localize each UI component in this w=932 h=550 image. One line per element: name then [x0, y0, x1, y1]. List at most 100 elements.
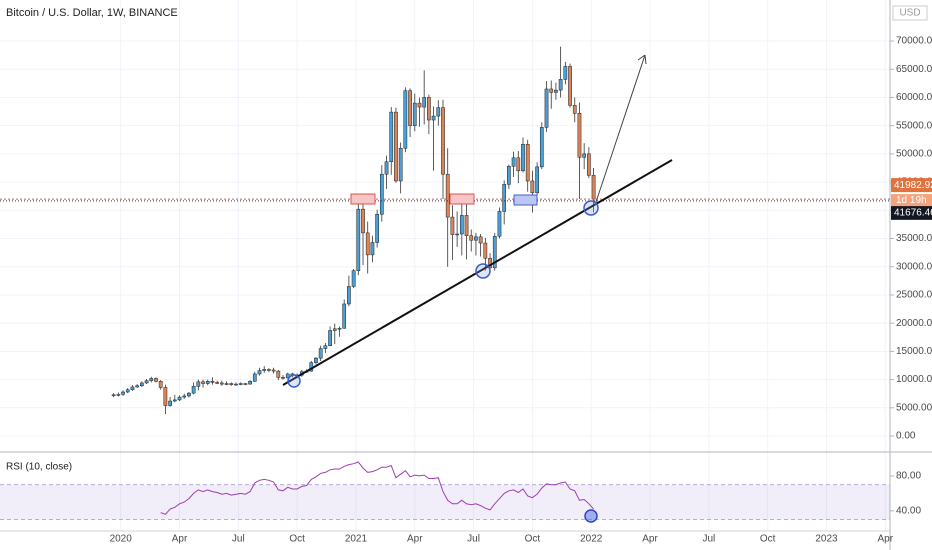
candle-body	[191, 386, 196, 394]
candle-body	[507, 166, 511, 185]
price-label: 41982.92	[894, 180, 932, 191]
y-tick-label: 10000.00	[896, 374, 932, 385]
x-tick-label: Oct	[289, 534, 305, 545]
candle-body	[257, 370, 262, 375]
candle-body	[591, 175, 596, 200]
x-tick-label: Jul	[232, 534, 245, 545]
candle-body	[342, 303, 347, 329]
y-tick-label: 60000.00	[896, 92, 932, 103]
candle-body	[455, 233, 459, 236]
chart-title: Bitcoin / U.S. Dollar, 1W, BINANCE	[6, 7, 178, 19]
y-tick-label: 5000.00	[896, 402, 932, 413]
candle-body	[229, 383, 234, 385]
y-tick-label: 70000.00	[896, 36, 932, 47]
x-tick-label: Apr	[878, 534, 894, 545]
candle-body	[521, 144, 525, 172]
rsi-band	[0, 484, 890, 520]
candle-body	[408, 90, 412, 126]
candle-body	[587, 153, 591, 176]
candle-body	[370, 242, 375, 256]
zone-box	[350, 193, 376, 205]
y-tick-label: 55000.00	[896, 120, 932, 131]
candle-body	[267, 369, 271, 371]
touch-circle	[584, 509, 598, 523]
candle-body	[201, 381, 205, 384]
y-tick-label: 30000.00	[896, 261, 932, 272]
candle-body	[361, 208, 365, 234]
candle-body	[111, 394, 116, 397]
currency: USD	[899, 8, 920, 19]
candle-body	[483, 242, 488, 259]
candle-body	[365, 232, 370, 256]
x-tick-label: Jul	[467, 534, 480, 545]
candle-body	[149, 378, 154, 381]
candle-body	[549, 88, 554, 93]
candle-body	[323, 345, 328, 349]
touch-circle	[583, 200, 599, 216]
candle-body	[182, 395, 187, 398]
candle-body	[530, 180, 535, 194]
candle-body	[285, 373, 290, 379]
indicator-title: RSI (10, close)	[6, 462, 72, 473]
candle-body	[314, 357, 318, 363]
candle-body	[351, 270, 356, 287]
candle-body	[243, 383, 248, 385]
x-tick-label: Apr	[642, 534, 658, 545]
candle-body	[187, 392, 191, 397]
candle-body	[478, 236, 483, 244]
price-label-box	[891, 205, 932, 220]
candle-body	[497, 211, 502, 237]
candle-body	[220, 382, 224, 385]
y-tick-label: 50000.00	[896, 149, 932, 160]
candle-body	[154, 378, 158, 382]
x-tick-label: Apr	[172, 534, 188, 545]
candle-body	[375, 214, 379, 243]
x-tick-label: 2020	[110, 534, 133, 545]
candle-body	[158, 381, 163, 388]
y-tick-label: 20000.00	[896, 318, 932, 329]
candle-body	[140, 382, 144, 387]
candle-body	[436, 107, 441, 117]
x-tick-label: Jul	[702, 534, 715, 545]
x-tick-label: 2021	[345, 534, 368, 545]
candle-body	[276, 370, 281, 378]
price-label-box	[891, 178, 932, 193]
touch-circle	[475, 263, 491, 279]
candle-body	[205, 381, 210, 384]
candle-body	[234, 383, 238, 386]
candle-body	[441, 107, 445, 175]
countdown: 1d 19h	[896, 195, 927, 206]
candle-body	[121, 391, 125, 395]
trend-line	[282, 159, 673, 386]
candle-body	[168, 400, 172, 406]
candle-body	[516, 157, 521, 172]
candle-body	[469, 235, 474, 241]
candle-body	[281, 377, 285, 379]
rsi-line	[160, 461, 594, 515]
touch-circle	[287, 374, 301, 388]
plot: 0.00 5000.00 10000.00 15000.00 20000.00 25000…	[0, 36, 932, 545]
x-tick-label: 2022	[580, 534, 603, 545]
candle-body	[417, 102, 422, 108]
grid	[0, 0, 890, 531]
candle-body	[196, 381, 201, 387]
candle-body	[238, 383, 243, 385]
candle-body	[347, 286, 351, 305]
candle-body	[384, 161, 389, 175]
candle-body	[539, 127, 544, 168]
zone-box	[513, 194, 538, 206]
x-tick-label: Apr	[407, 534, 423, 545]
x-tick-label: 2023	[815, 534, 838, 545]
candle-body	[572, 105, 577, 114]
candle-body	[144, 380, 149, 384]
candle-body	[403, 90, 408, 149]
candle-body	[356, 208, 361, 271]
candle-body	[431, 115, 436, 121]
candle-body	[224, 383, 229, 385]
candle-body	[210, 381, 215, 383]
arrow-head	[637, 54, 647, 65]
candle-body	[427, 97, 431, 121]
y-tick-label: 35000.00	[896, 233, 932, 244]
candle-body	[544, 88, 549, 128]
